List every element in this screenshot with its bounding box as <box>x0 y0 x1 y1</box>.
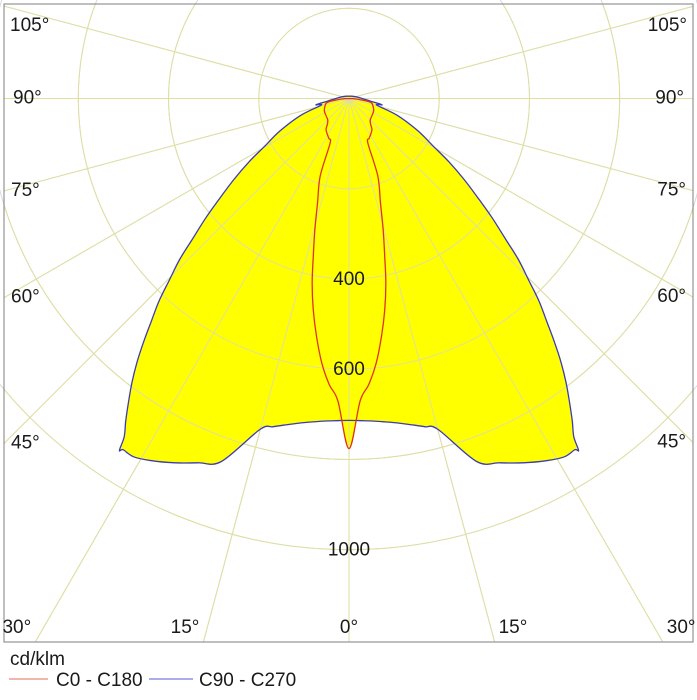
svg-text:cd/klm: cd/klm <box>10 649 65 670</box>
svg-text:15°: 15° <box>499 617 528 638</box>
svg-text:105°: 105° <box>10 15 49 36</box>
svg-text:45°: 45° <box>11 433 40 454</box>
svg-text:30°: 30° <box>667 617 696 638</box>
svg-text:30°: 30° <box>2 617 31 638</box>
svg-text:1000: 1000 <box>328 540 370 561</box>
svg-text:C90 - C270: C90 - C270 <box>199 670 296 691</box>
svg-text:60°: 60° <box>11 287 40 308</box>
svg-text:45°: 45° <box>657 432 686 453</box>
svg-text:90°: 90° <box>655 88 684 109</box>
svg-text:600: 600 <box>333 359 365 380</box>
svg-text:75°: 75° <box>657 180 686 201</box>
svg-text:0°: 0° <box>340 617 358 638</box>
svg-text:105°: 105° <box>648 15 687 36</box>
svg-text:C0 - C180: C0 - C180 <box>56 670 143 691</box>
svg-text:75°: 75° <box>11 180 40 201</box>
svg-text:60°: 60° <box>657 286 686 307</box>
svg-text:15°: 15° <box>171 617 200 638</box>
svg-text:90°: 90° <box>13 88 42 109</box>
svg-text:400: 400 <box>333 269 365 290</box>
